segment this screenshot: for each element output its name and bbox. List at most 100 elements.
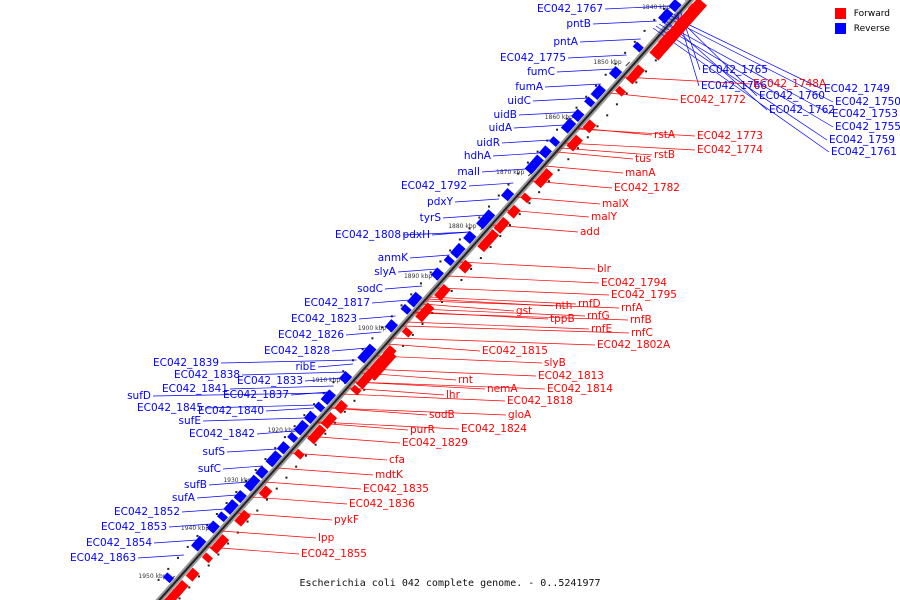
minor-tick	[157, 578, 160, 581]
minor-tick	[624, 51, 627, 54]
label-leader	[137, 554, 184, 559]
gene-label: malI	[457, 166, 480, 178]
gene-feature	[479, 209, 496, 226]
minor-tick	[633, 40, 636, 43]
gene-label: EC042_1854	[86, 537, 152, 549]
gene-label: tyrS	[420, 212, 442, 224]
label-leader	[330, 407, 507, 416]
tick-label: 1930 kbp	[223, 477, 251, 484]
label-leader	[418, 308, 586, 317]
gene-feature	[430, 267, 444, 281]
label-leader	[567, 54, 627, 59]
gene-feature	[334, 399, 348, 414]
gene-label: rstB	[654, 149, 675, 161]
gene-label: EC042_1759	[829, 134, 895, 146]
gene-label: EC042_1792	[401, 180, 467, 192]
gene-label: EC042_1748A	[753, 78, 827, 90]
label-leader	[431, 231, 470, 236]
label-leader	[402, 231, 470, 236]
gene-label: EC042_1826	[278, 329, 344, 341]
gene-feature	[566, 134, 583, 152]
gene-feature	[303, 410, 318, 424]
minor-tick	[577, 147, 580, 150]
label-leader	[667, 17, 834, 103]
label-leader	[222, 465, 263, 470]
gene-label: tus	[635, 153, 651, 165]
gene-label: uidR	[476, 137, 500, 149]
label-leader	[436, 287, 610, 296]
gene-feature	[407, 291, 423, 308]
gene-feature	[233, 489, 247, 504]
minor-tick	[188, 586, 191, 589]
label-leader	[220, 359, 357, 364]
gene-label: pdxH	[403, 229, 430, 241]
label-leader	[376, 355, 543, 364]
minor-tick	[285, 476, 288, 479]
legend-reverse: Reverse	[834, 23, 890, 34]
gene-feature	[649, 0, 707, 61]
minor-tick	[313, 403, 316, 406]
minor-tick	[361, 348, 364, 351]
tick-label: 1840 kbp	[642, 4, 670, 11]
label-leader	[277, 467, 374, 476]
label-leader	[342, 393, 506, 402]
minor-tick	[206, 523, 209, 526]
gene-feature	[538, 145, 552, 159]
minor-tick	[458, 238, 461, 241]
gene-feature	[357, 352, 369, 364]
minor-tick	[421, 322, 424, 325]
minor-tick	[536, 150, 539, 153]
minor-tick	[227, 542, 230, 545]
gene-label: uidA	[489, 122, 513, 134]
minor-tick	[499, 235, 502, 238]
label-leader	[652, 27, 830, 153]
gene-label: EC042_1835	[363, 483, 429, 495]
forward-label: Forward	[853, 8, 890, 19]
tick-label: 1920 kbp	[268, 427, 296, 434]
minor-tick	[410, 293, 413, 296]
gene-feature	[265, 456, 277, 468]
gene-feature	[507, 204, 521, 219]
gene-label: EC042_1749	[824, 83, 890, 95]
minor-tick	[615, 103, 618, 106]
tick-label: 1940 kbp	[181, 525, 209, 532]
gene-label: mdtK	[375, 469, 404, 481]
gene-feature	[314, 401, 326, 413]
minor-tick	[197, 575, 200, 578]
minor-tick	[167, 567, 170, 570]
label-leader	[241, 371, 346, 376]
gene-label: hdhA	[464, 150, 492, 162]
gene-label: EC042_1829	[402, 437, 468, 449]
gene-label: sufA	[172, 492, 196, 504]
gene-label: lpp	[318, 532, 335, 544]
label-leader	[317, 363, 354, 368]
gene-label: EC042_1795	[611, 289, 677, 301]
gene-feature	[223, 499, 239, 515]
minor-tick	[547, 180, 550, 183]
gene-label: EC042_1845	[137, 402, 203, 414]
gene-feature	[549, 136, 561, 148]
label-leader	[565, 142, 696, 151]
minor-tick	[575, 106, 578, 109]
gene-label: tppB	[550, 313, 575, 325]
label-leader	[251, 496, 348, 505]
gene-label: slyA	[374, 266, 397, 278]
label-leader	[204, 404, 317, 409]
label-leader	[604, 5, 670, 10]
label-leader	[454, 198, 500, 203]
gene-feature	[287, 432, 299, 443]
label-leader	[422, 303, 515, 312]
gene-label: EC042_1762	[769, 104, 835, 116]
label-leader	[513, 124, 565, 129]
label-leader	[518, 111, 577, 116]
gene-label: lhr	[446, 389, 461, 401]
tick-label: 1860 kbp	[545, 114, 573, 121]
label-leader	[168, 523, 212, 528]
tick-label: 1900 kbp	[358, 325, 386, 332]
label-leader	[153, 539, 198, 544]
gene-feature	[463, 230, 477, 245]
gene-label: EC042_1838	[174, 369, 240, 381]
minor-tick	[497, 194, 500, 197]
gene-feature	[384, 319, 399, 333]
gene-feature	[293, 448, 305, 460]
